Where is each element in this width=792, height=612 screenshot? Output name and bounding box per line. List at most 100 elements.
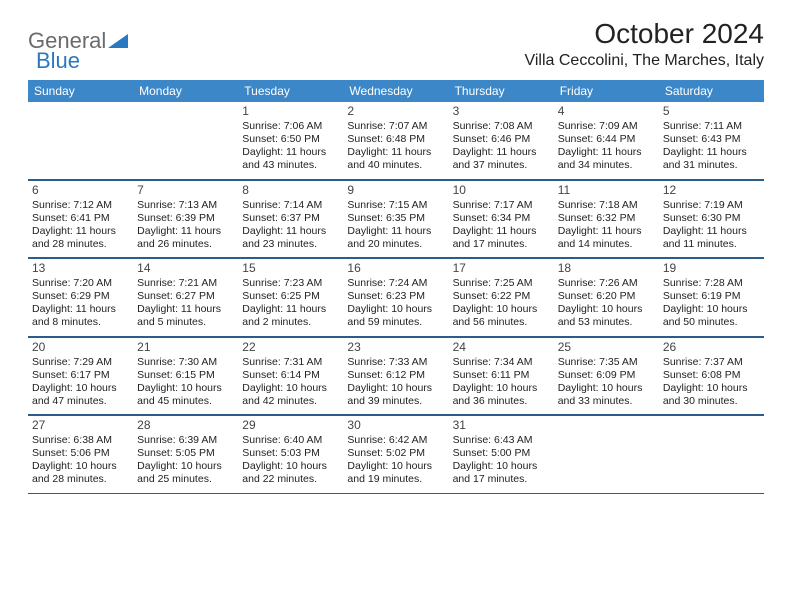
daylight-line: Daylight: 10 hours and 28 minutes. [32,460,129,486]
day-number: 3 [453,104,550,119]
sunrise-line: Sunrise: 7:29 AM [32,356,129,369]
sunrise-line: Sunrise: 6:43 AM [453,434,550,447]
day-number: 21 [137,340,234,355]
month-title: October 2024 [524,18,764,50]
daylight-line: Daylight: 10 hours and 36 minutes. [453,382,550,408]
daylight-line: Daylight: 11 hours and 34 minutes. [558,146,655,172]
sunset-line: Sunset: 6:14 PM [242,369,339,382]
calendar-week: 1Sunrise: 7:06 AMSunset: 6:50 PMDaylight… [28,102,764,180]
sunset-line: Sunset: 6:09 PM [558,369,655,382]
sunrise-line: Sunrise: 7:11 AM [663,120,760,133]
sunrise-line: Sunrise: 6:40 AM [242,434,339,447]
day-number: 10 [453,183,550,198]
day-number: 6 [32,183,129,198]
header: General October 2024 Villa Ceccolini, Th… [28,18,764,70]
daylight-line: Daylight: 10 hours and 47 minutes. [32,382,129,408]
calendar-day: 16Sunrise: 7:24 AMSunset: 6:23 PMDayligh… [343,258,448,336]
daylight-line: Daylight: 10 hours and 53 minutes. [558,303,655,329]
dow-cell: Friday [554,80,659,102]
day-number: 23 [347,340,444,355]
sunset-line: Sunset: 5:03 PM [242,447,339,460]
calendar-day: 1Sunrise: 7:06 AMSunset: 6:50 PMDaylight… [238,102,343,179]
location: Villa Ceccolini, The Marches, Italy [524,52,764,70]
calendar-day: 5Sunrise: 7:11 AMSunset: 6:43 PMDaylight… [659,102,764,179]
logo-text-2: Blue [36,48,80,74]
sunrise-line: Sunrise: 7:23 AM [242,277,339,290]
sunset-line: Sunset: 6:34 PM [453,212,550,225]
daylight-line: Daylight: 10 hours and 25 minutes. [137,460,234,486]
day-number: 22 [242,340,339,355]
sunrise-line: Sunrise: 7:09 AM [558,120,655,133]
sunrise-line: Sunrise: 7:25 AM [453,277,550,290]
sunrise-line: Sunrise: 7:12 AM [32,199,129,212]
dow-cell: Saturday [659,80,764,102]
sunset-line: Sunset: 6:37 PM [242,212,339,225]
sunset-line: Sunset: 6:46 PM [453,133,550,146]
sunrise-line: Sunrise: 6:42 AM [347,434,444,447]
daylight-line: Daylight: 11 hours and 23 minutes. [242,225,339,251]
calendar-day: 27Sunrise: 6:38 AMSunset: 5:06 PMDayligh… [28,415,133,493]
sunset-line: Sunset: 6:39 PM [137,212,234,225]
calendar-day: 17Sunrise: 7:25 AMSunset: 6:22 PMDayligh… [449,258,554,336]
sunrise-line: Sunrise: 7:13 AM [137,199,234,212]
day-number: 20 [32,340,129,355]
calendar-day: 28Sunrise: 6:39 AMSunset: 5:05 PMDayligh… [133,415,238,493]
day-number: 30 [347,418,444,433]
day-number: 12 [663,183,760,198]
sunrise-line: Sunrise: 7:17 AM [453,199,550,212]
calendar-week: 20Sunrise: 7:29 AMSunset: 6:17 PMDayligh… [28,337,764,416]
day-number: 26 [663,340,760,355]
daylight-line: Daylight: 11 hours and 20 minutes. [347,225,444,251]
sunset-line: Sunset: 6:48 PM [347,133,444,146]
calendar-day-empty [133,102,238,179]
daylight-line: Daylight: 11 hours and 26 minutes. [137,225,234,251]
daylight-line: Daylight: 10 hours and 39 minutes. [347,382,444,408]
daylight-line: Daylight: 10 hours and 59 minutes. [347,303,444,329]
day-number: 11 [558,183,655,198]
sunrise-line: Sunrise: 6:39 AM [137,434,234,447]
calendar-day: 29Sunrise: 6:40 AMSunset: 5:03 PMDayligh… [238,415,343,493]
day-number: 4 [558,104,655,119]
daylight-line: Daylight: 11 hours and 8 minutes. [32,303,129,329]
day-number: 18 [558,261,655,276]
calendar-day: 7Sunrise: 7:13 AMSunset: 6:39 PMDaylight… [133,180,238,258]
daylight-line: Daylight: 11 hours and 17 minutes. [453,225,550,251]
weeks-container: 1Sunrise: 7:06 AMSunset: 6:50 PMDaylight… [28,102,764,494]
sunset-line: Sunset: 6:25 PM [242,290,339,303]
daylight-line: Daylight: 10 hours and 17 minutes. [453,460,550,486]
day-number: 25 [558,340,655,355]
sunrise-line: Sunrise: 7:20 AM [32,277,129,290]
sunrise-line: Sunrise: 7:14 AM [242,199,339,212]
sunset-line: Sunset: 5:06 PM [32,447,129,460]
sunrise-line: Sunrise: 7:24 AM [347,277,444,290]
logo-triangle-icon [108,34,128,48]
daylight-line: Daylight: 11 hours and 5 minutes. [137,303,234,329]
calendar-day: 6Sunrise: 7:12 AMSunset: 6:41 PMDaylight… [28,180,133,258]
sunset-line: Sunset: 6:32 PM [558,212,655,225]
day-number: 1 [242,104,339,119]
calendar-day: 2Sunrise: 7:07 AMSunset: 6:48 PMDaylight… [343,102,448,179]
daylight-line: Daylight: 10 hours and 50 minutes. [663,303,760,329]
sunset-line: Sunset: 6:29 PM [32,290,129,303]
sunrise-line: Sunrise: 7:18 AM [558,199,655,212]
calendar-week: 13Sunrise: 7:20 AMSunset: 6:29 PMDayligh… [28,258,764,337]
daylight-line: Daylight: 11 hours and 28 minutes. [32,225,129,251]
calendar-day: 25Sunrise: 7:35 AMSunset: 6:09 PMDayligh… [554,337,659,415]
sunset-line: Sunset: 6:27 PM [137,290,234,303]
calendar-day: 23Sunrise: 7:33 AMSunset: 6:12 PMDayligh… [343,337,448,415]
calendar-day: 14Sunrise: 7:21 AMSunset: 6:27 PMDayligh… [133,258,238,336]
calendar-day: 18Sunrise: 7:26 AMSunset: 6:20 PMDayligh… [554,258,659,336]
title-block: October 2024 Villa Ceccolini, The Marche… [524,18,764,70]
sunset-line: Sunset: 5:05 PM [137,447,234,460]
sunrise-line: Sunrise: 7:37 AM [663,356,760,369]
daylight-line: Daylight: 10 hours and 42 minutes. [242,382,339,408]
sunset-line: Sunset: 6:41 PM [32,212,129,225]
day-number: 19 [663,261,760,276]
calendar-day: 4Sunrise: 7:09 AMSunset: 6:44 PMDaylight… [554,102,659,179]
sunrise-line: Sunrise: 7:06 AM [242,120,339,133]
daylight-line: Daylight: 10 hours and 45 minutes. [137,382,234,408]
calendar-day: 9Sunrise: 7:15 AMSunset: 6:35 PMDaylight… [343,180,448,258]
calendar-day: 24Sunrise: 7:34 AMSunset: 6:11 PMDayligh… [449,337,554,415]
day-number: 2 [347,104,444,119]
daylight-line: Daylight: 10 hours and 33 minutes. [558,382,655,408]
